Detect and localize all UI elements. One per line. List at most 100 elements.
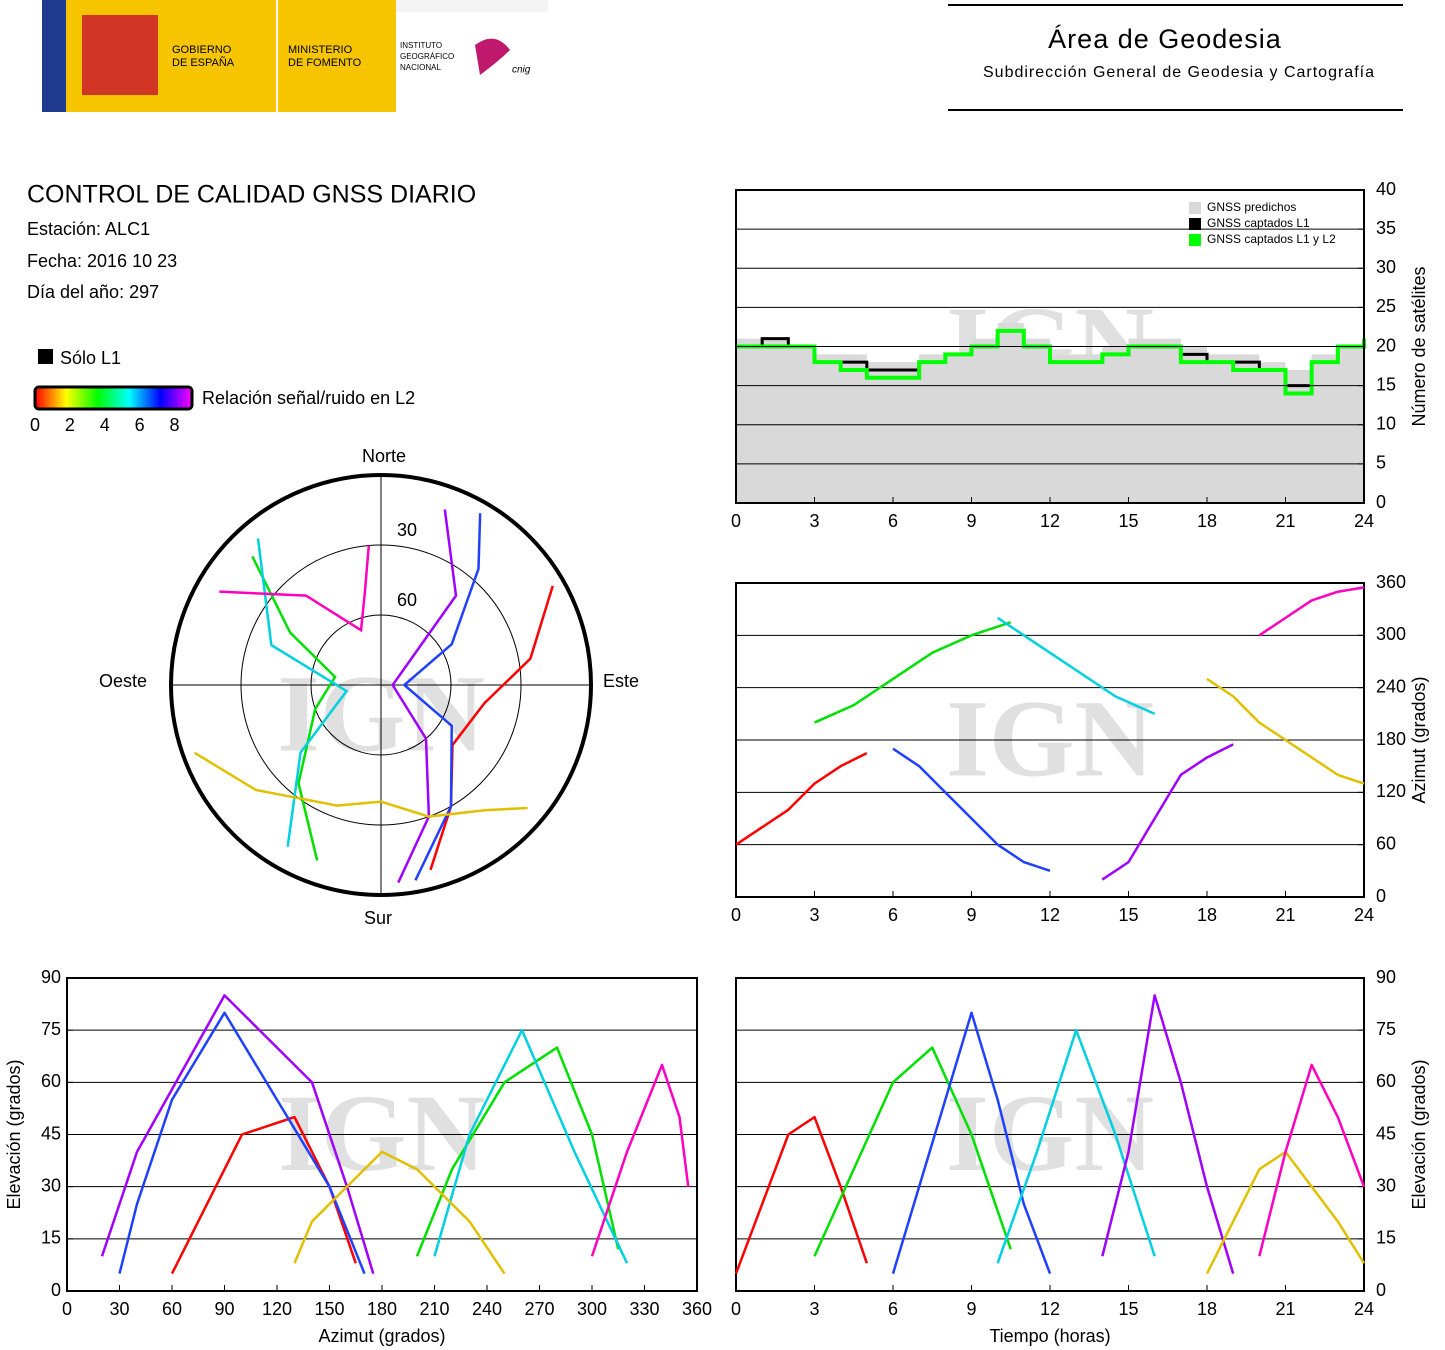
y-axis-title: Azimut (grados) xyxy=(1409,676,1429,803)
sky-track xyxy=(256,538,349,847)
y-tick-label: 0 xyxy=(51,1280,61,1300)
x-tick-label: 12 xyxy=(1040,905,1060,925)
x-tick-label: 90 xyxy=(214,1299,234,1319)
x-tick-label: 6 xyxy=(888,511,898,531)
colorbar xyxy=(33,385,194,411)
l1-legend-text: Sólo L1 xyxy=(60,348,121,368)
legend-swatch xyxy=(1189,234,1201,246)
y-axis-title: Elevación (grados) xyxy=(1409,1059,1429,1209)
y-tick-label: 25 xyxy=(1376,296,1396,316)
x-tick-label: 6 xyxy=(888,905,898,925)
x-tick-label: 18 xyxy=(1197,1299,1217,1319)
y-tick-label: 120 xyxy=(1376,781,1406,801)
tracks xyxy=(193,509,554,884)
ministry-text: MINISTERIO xyxy=(288,44,353,56)
x-tick-label: 0 xyxy=(62,1299,72,1319)
institute-text: INSTITUTO xyxy=(400,41,442,50)
horizon xyxy=(169,473,593,897)
x-tick-label: 180 xyxy=(367,1299,397,1319)
colorbar-tick-label: 8 xyxy=(170,415,180,435)
x-tick-label: 240 xyxy=(472,1299,502,1319)
y-tick-label: 40 xyxy=(1376,179,1396,199)
plot-frame xyxy=(735,977,1365,1292)
elevation-ring xyxy=(310,614,452,756)
plot-frame xyxy=(66,977,698,1292)
watermark: IGN xyxy=(946,1072,1154,1194)
track xyxy=(100,994,375,1274)
y-tick-label: 30 xyxy=(1376,257,1396,277)
y-tick-label: 10 xyxy=(1376,414,1396,434)
track xyxy=(1101,994,1235,1274)
y-tick-label: 360 xyxy=(1376,572,1406,592)
x-tick-label: 120 xyxy=(262,1299,292,1319)
institute-text: NACIONAL xyxy=(400,63,441,72)
x-tick-label: 24 xyxy=(1354,905,1374,925)
y-tick-label: 45 xyxy=(41,1123,61,1143)
l1-swatch xyxy=(38,349,53,364)
plot-frame xyxy=(735,582,1365,898)
x-tick-label: 3 xyxy=(809,905,819,925)
y-tick-label: 0 xyxy=(1376,886,1386,906)
x-tick-label: 21 xyxy=(1275,1299,1295,1319)
plot-frame xyxy=(735,189,1365,504)
y-tick-label: 0 xyxy=(1376,1280,1386,1300)
track xyxy=(1101,743,1234,881)
track xyxy=(892,747,1051,873)
x-tick-label: 24 xyxy=(1354,511,1374,531)
sky-track xyxy=(219,545,371,633)
y-tick-label: 75 xyxy=(41,1019,61,1039)
x-tick-label: 9 xyxy=(966,905,976,925)
y-tick-label: 20 xyxy=(1376,335,1396,355)
y-tick-label: 5 xyxy=(1376,453,1386,473)
x-tick-label: 270 xyxy=(524,1299,554,1319)
x-tick-label: 300 xyxy=(577,1299,607,1319)
x-tick-label: 0 xyxy=(731,1299,741,1319)
x-tick-label: 210 xyxy=(419,1299,449,1319)
y-tick-label: 0 xyxy=(1376,492,1386,512)
legend-swatch xyxy=(1189,218,1201,230)
track xyxy=(293,1150,506,1275)
header: GOBIERNO DE ESPAÑA MINISTERIO DE FOMENTO… xyxy=(42,0,1403,112)
y-tick-label: 75 xyxy=(1376,1019,1396,1039)
watermark: IGN xyxy=(278,1072,486,1194)
colorbar-tick-label: 4 xyxy=(100,415,110,435)
area-title: Área de Geodesia xyxy=(1048,24,1282,54)
x-tick-label: 12 xyxy=(1040,1299,1060,1319)
coat-of-arms xyxy=(82,15,158,95)
x-tick-label: 24 xyxy=(1354,1299,1374,1319)
ring-label: 30 xyxy=(397,520,417,540)
y-tick-label: 180 xyxy=(1376,729,1406,749)
eu-stripe xyxy=(42,0,66,112)
x-axis-title: Azimut (grados) xyxy=(318,1326,445,1346)
y-tick-label: 30 xyxy=(41,1175,61,1195)
track xyxy=(996,1028,1156,1264)
track xyxy=(735,751,868,846)
x-tick-label: 15 xyxy=(1118,511,1138,531)
sky-track xyxy=(251,555,337,861)
sky-track xyxy=(429,585,554,871)
sky-track xyxy=(402,513,482,881)
x-tick-label: 15 xyxy=(1118,1299,1138,1319)
x-tick-label: 21 xyxy=(1275,511,1295,531)
track xyxy=(433,1028,629,1264)
ministry-logo xyxy=(278,0,396,112)
y-tick-label: 60 xyxy=(1376,1071,1396,1091)
snr-legend-text: Relación señal/ruido en L2 xyxy=(202,388,415,408)
x-tick-label: 60 xyxy=(162,1299,182,1319)
colorbar-tick-label: 2 xyxy=(65,415,75,435)
x-tick-label: 18 xyxy=(1197,511,1217,531)
x-tick-label: 3 xyxy=(809,1299,819,1319)
chart: IGN 0 15 30 45 60 75 90 0 3 6 9 12 15 18 21 24 Tiempo (ho… xyxy=(731,967,1429,1346)
direction-label: Norte xyxy=(362,446,406,466)
track xyxy=(996,616,1156,715)
ign-logo xyxy=(396,12,548,112)
ministry-text: DE FOMENTO xyxy=(288,57,362,69)
chart: IGN051015202530354003691215182124Número … xyxy=(731,179,1429,531)
legend-label: GNSS captados L1 y L2 xyxy=(1207,232,1336,246)
chart: IGN 0 15 30 45 60 75 90 0 30 60 90 120 150 180 210 240 27… xyxy=(4,967,712,1346)
y-tick-label: 35 xyxy=(1376,218,1396,238)
gov-text: DE ESPAÑA xyxy=(172,56,235,69)
y-tick-label: 60 xyxy=(1376,833,1396,853)
area xyxy=(736,323,1364,503)
